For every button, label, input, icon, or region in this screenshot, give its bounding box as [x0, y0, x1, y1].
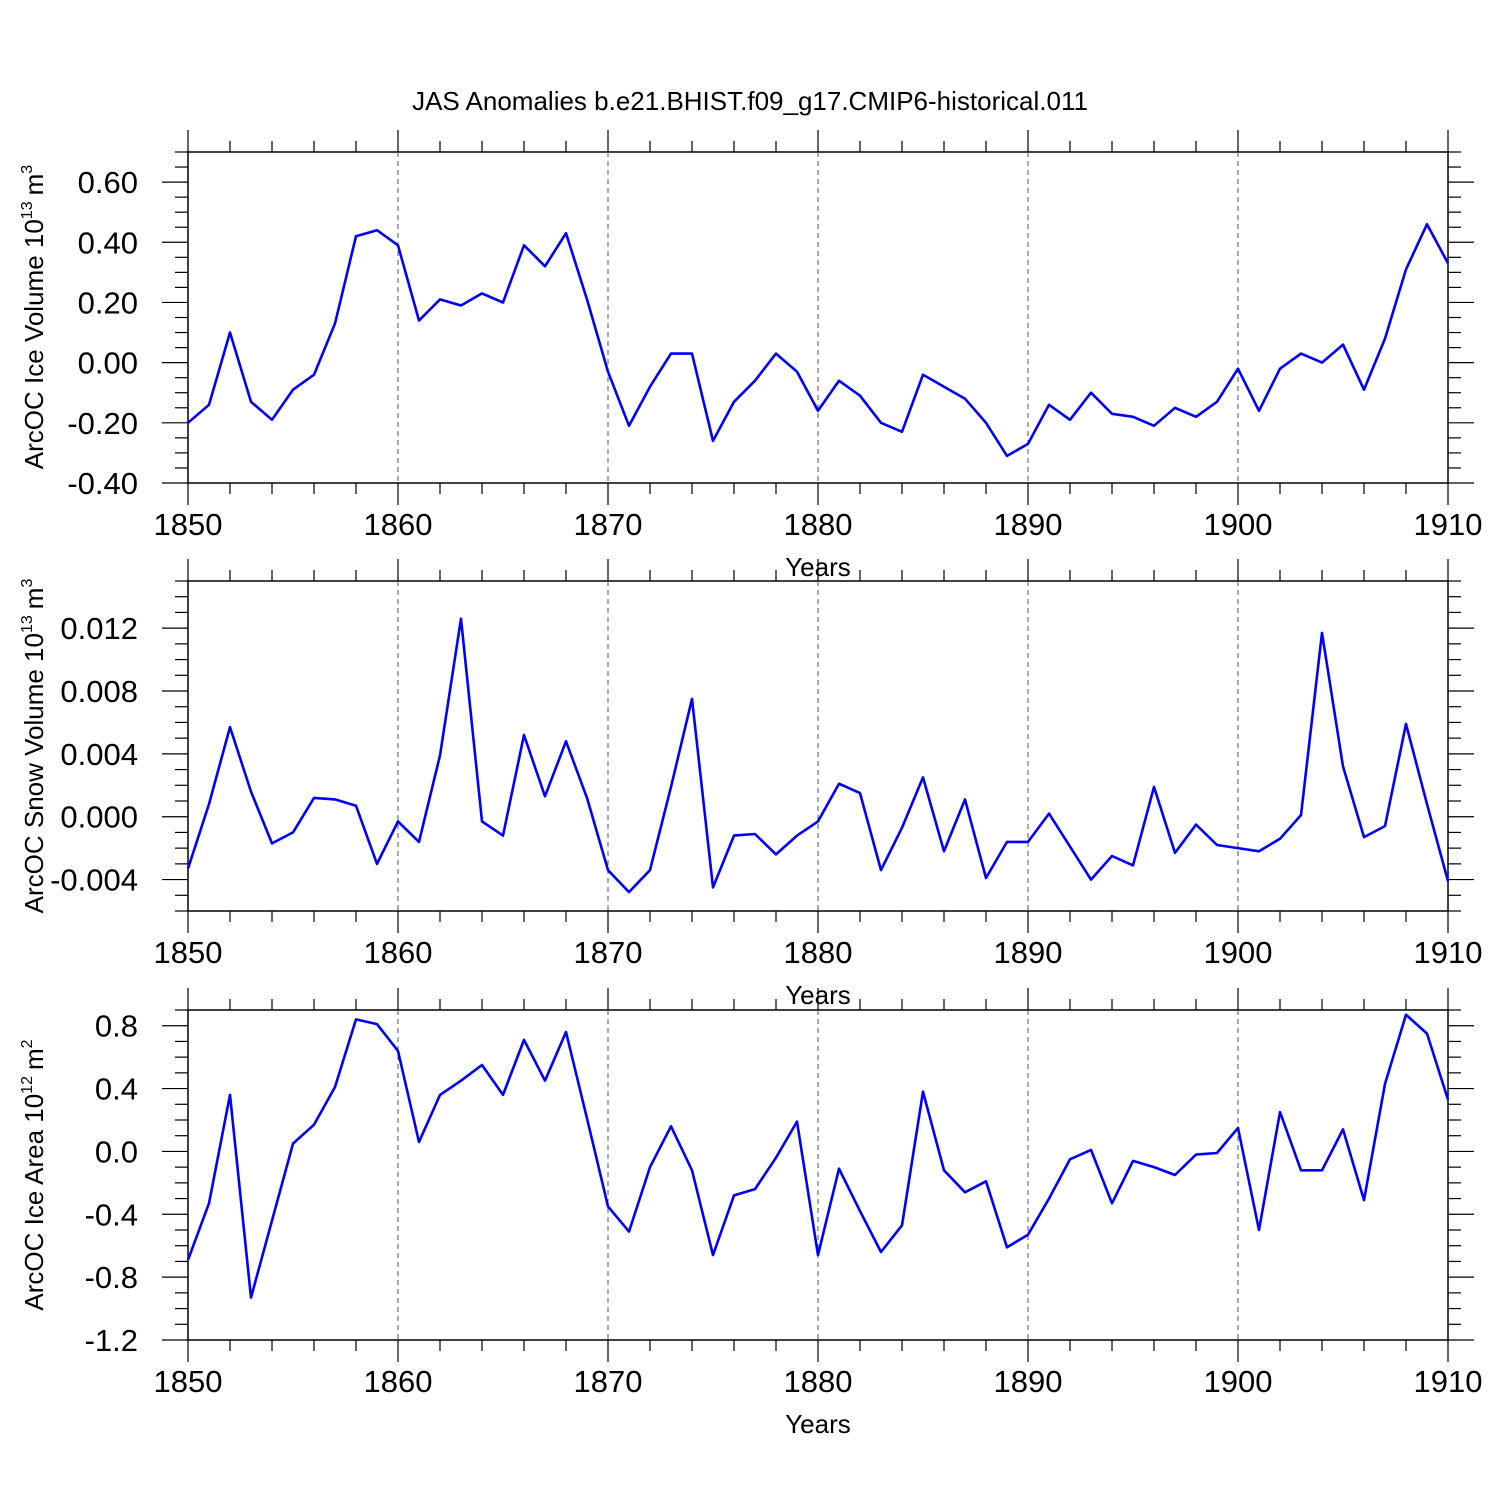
x-tick-label: 1890 — [994, 507, 1063, 542]
x-tick-label: 1880 — [784, 507, 853, 542]
y-tick-label: -1.2 — [85, 1323, 138, 1358]
y-tick-label: 0.008 — [60, 674, 138, 709]
x-tick-label: 1900 — [1204, 1364, 1273, 1399]
y-tick-label: -0.8 — [85, 1260, 138, 1295]
y-tick-label: -0.004 — [50, 863, 138, 898]
y-axis-unit-power: 3 — [19, 579, 36, 588]
x-tick-label: 1910 — [1414, 935, 1483, 970]
x-tick-label: 1860 — [364, 935, 433, 970]
y-axis-unit: m — [19, 588, 49, 610]
y-axis-unit: m — [19, 1048, 49, 1070]
x-tick-label: 1880 — [784, 935, 853, 970]
y-tick-label: -0.20 — [67, 406, 138, 441]
y-tick-label: 0.004 — [60, 737, 138, 772]
y-tick-label: 0.0 — [95, 1134, 138, 1169]
series-line — [186, 617, 1450, 894]
ice-area-panel: 1850 1860 1870 1880 1890 1900 1910 Years 0.8 0.4 0… — [19, 988, 1482, 1439]
x-tick-label: 1850 — [154, 935, 223, 970]
y-tick-label: 0.60 — [78, 165, 138, 200]
y-axis-unit-exp: 13 — [19, 201, 36, 219]
y-axis-label: ArcOC Ice Volume 1013 m3 — [19, 165, 49, 469]
y-tick-label: 0.012 — [60, 611, 138, 646]
y-axis-unit-power: 2 — [19, 1039, 36, 1048]
y-tick-label: 0.40 — [78, 225, 138, 260]
x-tick-label: 1880 — [784, 1364, 853, 1399]
x-tick-label: 1890 — [994, 1364, 1063, 1399]
figure-title: JAS Anomalies b.e21.BHIST.f09_g17.CMIP6-… — [412, 86, 1088, 116]
snow-volume-panel: 1850 1860 1870 1880 1890 1900 1910Years0.0120.… — [19, 559, 1482, 1010]
y-tick-label: -0.4 — [85, 1197, 138, 1232]
y-tick-label: -0.40 — [67, 466, 138, 501]
x-tick-label: 1910 — [1414, 1364, 1483, 1399]
series-line — [187, 222, 1450, 458]
y-axis-unit-exp: 13 — [19, 615, 36, 633]
ice-volume-panel: 1850 1860 1870 1880 1890 1900 1910Years0.600.4… — [19, 130, 1482, 582]
y-axis-unit-power: 3 — [19, 165, 36, 174]
y-axis-label: ArcOC Snow Volume 1013 m3 — [19, 579, 49, 914]
y-axis-unit-base: 10 — [19, 1094, 49, 1123]
x-tick-label: 1860 — [364, 507, 433, 542]
x-tick-label: 1890 — [994, 935, 1063, 970]
x-axis-label: Years — [785, 1409, 851, 1439]
y-tick-label: 0.000 — [60, 800, 138, 835]
x-tick-label: 1900 — [1204, 507, 1273, 542]
y-axis-unit: m — [19, 174, 49, 196]
x-tick-label: 1910 — [1414, 507, 1483, 542]
y-axis-unit-base: 10 — [19, 219, 49, 248]
y-tick-label: 0.8 — [95, 1009, 138, 1044]
x-tick-label: 1860 — [364, 1364, 433, 1399]
y-axis-label-text: ArcOC Ice Volume — [19, 248, 49, 469]
x-tick-label: 1850 — [154, 1364, 223, 1399]
y-axis-unit-base: 10 — [19, 633, 49, 662]
x-tick-label: 1870 — [574, 1364, 643, 1399]
series-line — [186, 1013, 1450, 1299]
y-tick-label: 0.4 — [95, 1072, 138, 1107]
y-axis-label-text: ArcOC Ice Area — [19, 1123, 49, 1311]
y-axis-label-text: ArcOC Snow Volume — [19, 662, 49, 913]
x-tick-label: 1850 — [154, 507, 223, 542]
y-axis-label: ArcOC Ice Area 1012 m2 — [19, 1039, 49, 1310]
y-axis-unit-exp: 12 — [19, 1076, 36, 1094]
y-tick-label: 0.20 — [78, 285, 138, 320]
x-tick-label: 1870 — [574, 935, 643, 970]
x-tick-label: 1900 — [1204, 935, 1273, 970]
y-tick-label: 0.00 — [78, 346, 138, 381]
x-tick-label: 1870 — [574, 507, 643, 542]
